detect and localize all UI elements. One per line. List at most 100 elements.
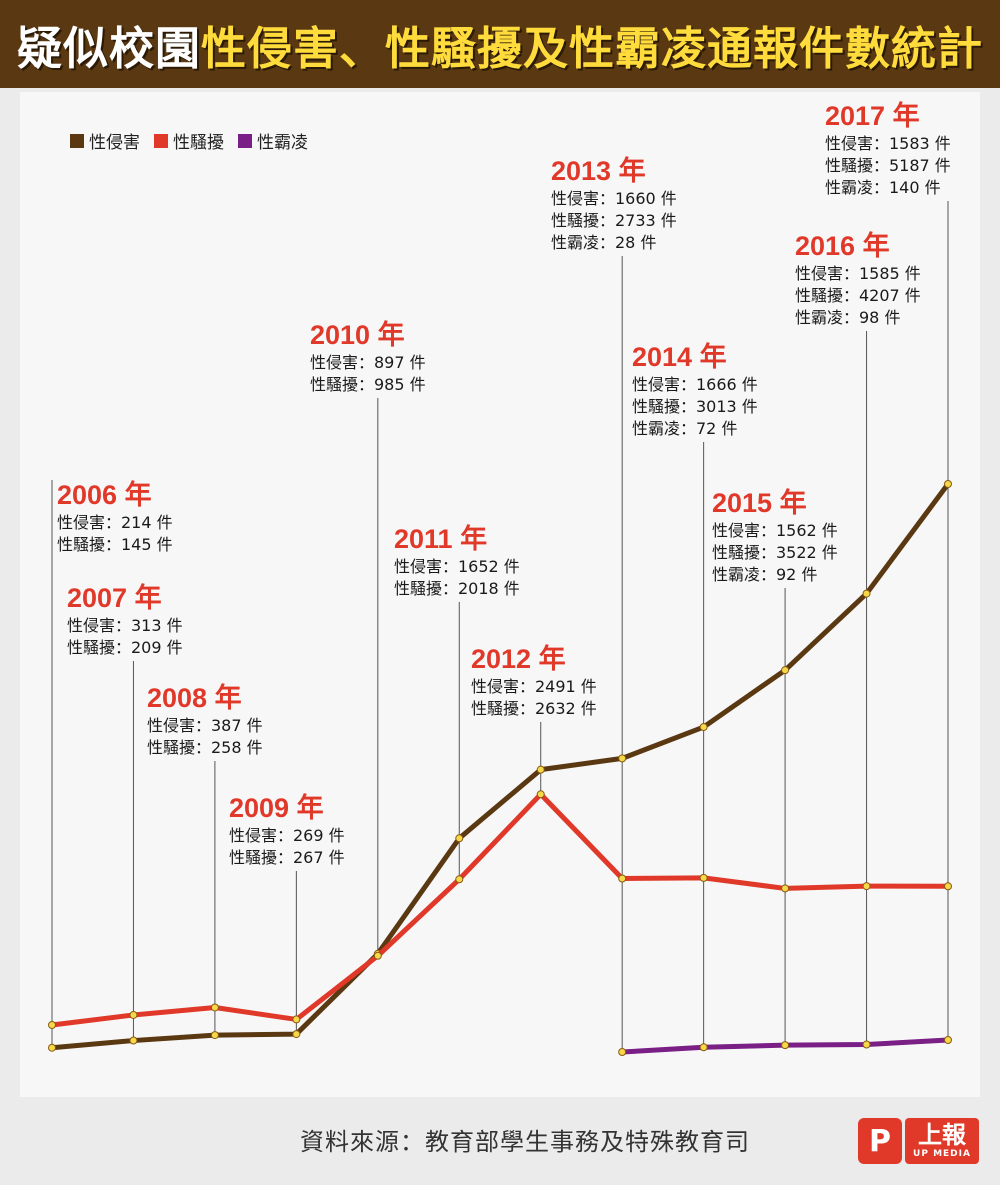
- annotation-2015: 2015 年 性侵害：1562 件 性騷擾：3522 件 性霸凌：92 件: [712, 488, 838, 586]
- legend-item-sexual-assault: 性侵害: [70, 128, 140, 153]
- data-point: [129, 1010, 138, 1019]
- data-point: [781, 1041, 790, 1050]
- annotation-year: 2007 年: [67, 583, 162, 613]
- annotation-row: 性騷擾：3013 件: [632, 397, 758, 416]
- annotation-row: 性侵害：1583 件: [825, 134, 951, 153]
- data-point: [455, 875, 464, 884]
- data-point: [210, 1031, 219, 1040]
- annotation-row: 性侵害：1585 件: [795, 264, 921, 283]
- annotation-row: 性霸凌：92 件: [712, 565, 818, 584]
- legend-label: 性侵害: [89, 133, 140, 153]
- data-point: [292, 1015, 301, 1024]
- annotation-row: 性騷擾：267 件: [229, 848, 345, 867]
- annotation-2008: 2008 年 性侵害：387 件 性騷擾：258 件: [147, 683, 263, 759]
- annotation-row: 性騷擾：145 件: [57, 535, 173, 554]
- data-point: [862, 589, 871, 598]
- annotation-row: 性侵害：2491 件: [471, 677, 597, 696]
- data-point: [618, 1048, 627, 1056]
- annotation-2006: 2006 年 性侵害：214 件 性騷擾：145 件: [57, 480, 173, 556]
- annotation-year: 2013 年: [551, 156, 646, 186]
- logo-text: 上報 UP MEDIA: [905, 1118, 979, 1164]
- annotation-row: 性騷擾：2018 件: [394, 579, 520, 598]
- annotation-row: 性侵害：214 件: [57, 513, 173, 532]
- annotation-2013: 2013 年 性侵害：1660 件 性騷擾：2733 件 性霸凌：28 件: [551, 156, 677, 254]
- legend-item-sexual-harassment: 性騷擾: [154, 128, 224, 153]
- legend-swatch: [154, 133, 168, 148]
- series-line: [51, 791, 949, 1028]
- data-point: [618, 754, 627, 763]
- data-point: [944, 1036, 952, 1044]
- annotation-row: 性騷擾：209 件: [67, 638, 183, 657]
- annotation-year: 2015 年: [712, 488, 807, 518]
- data-point: [48, 1043, 56, 1052]
- annotation-year: 2006 年: [57, 480, 152, 510]
- data-point: [699, 873, 708, 882]
- annotation-row: 性騷擾：2733 件: [551, 211, 677, 230]
- annotation-2016: 2016 年 性侵害：1585 件 性騷擾：4207 件 性霸凌：98 件: [795, 231, 921, 329]
- annotation-row: 性霸凌：140 件: [825, 178, 941, 197]
- annotation-2010: 2010 年 性侵害：897 件 性騷擾：985 件: [310, 320, 426, 396]
- annotation-row: 性騷擾：5187 件: [825, 156, 951, 175]
- data-point: [944, 882, 952, 891]
- annotation-year: 2009 年: [229, 793, 324, 823]
- logo-main-text: 上報: [918, 1121, 966, 1149]
- annotation-row: 性侵害：1666 件: [632, 375, 758, 394]
- data-point: [292, 1030, 301, 1039]
- chart-title-part2: 性侵害、性騷擾及性霸凌通報件數統計: [201, 21, 984, 75]
- up-media-logo: P 上報 UP MEDIA: [858, 1115, 980, 1167]
- annotation-row: 性侵害：269 件: [229, 826, 345, 845]
- legend-swatch: [70, 133, 84, 148]
- data-point: [781, 884, 790, 893]
- annotation-row: 性侵害：1652 件: [394, 557, 520, 576]
- legend: 性侵害 性騷擾 性霸凌: [70, 128, 308, 153]
- data-point: [48, 1021, 56, 1030]
- data-point: [862, 1040, 871, 1049]
- data-point: [699, 1043, 708, 1052]
- annotation-year: 2016 年: [795, 231, 890, 261]
- annotation-row: 性霸凌：98 件: [795, 308, 901, 327]
- source-note: 資料來源：教育部學生事務及特殊教育司: [300, 1128, 750, 1156]
- logo-sub-text: UP MEDIA: [913, 1149, 971, 1159]
- legend-swatch: [238, 133, 252, 148]
- data-point: [618, 874, 627, 883]
- annotation-row: 性侵害：897 件: [310, 353, 426, 372]
- title-bar: 疑似校園 性侵害、性騷擾及性霸凌通報件數統計: [0, 0, 1000, 88]
- data-point: [944, 480, 952, 488]
- annotation-2014: 2014 年 性侵害：1666 件 性騷擾：3013 件 性霸凌：72 件: [632, 342, 758, 440]
- annotation-row: 性騷擾：258 件: [147, 738, 263, 757]
- annotation-row: 性騷擾：4207 件: [795, 286, 921, 305]
- annotation-row: 性騷擾：2632 件: [471, 699, 597, 718]
- chart-panel: [20, 92, 980, 1097]
- data-point: [699, 723, 708, 732]
- data-point: [781, 666, 790, 675]
- annotation-2017: 2017 年 性侵害：1583 件 性騷擾：5187 件 性霸凌：140 件: [825, 101, 951, 199]
- annotation-year: 2011 年: [394, 524, 488, 554]
- annotation-2009: 2009 年 性侵害：269 件 性騷擾：267 件: [229, 793, 345, 869]
- annotation-row: 性侵害：1562 件: [712, 521, 838, 540]
- legend-item-sexual-bullying: 性霸凌: [238, 128, 308, 153]
- annotation-row: 性侵害：387 件: [147, 716, 263, 735]
- data-point: [536, 765, 545, 774]
- annotation-row: 性騷擾：3522 件: [712, 543, 838, 562]
- data-point: [862, 882, 871, 891]
- data-point: [210, 1003, 219, 1012]
- annotation-2012: 2012 年 性侵害：2491 件 性騷擾：2632 件: [471, 644, 597, 720]
- data-point: [536, 790, 545, 799]
- annotation-year: 2014 年: [632, 342, 727, 372]
- series-line: [51, 482, 951, 1051]
- annotation-year: 2008 年: [147, 683, 242, 713]
- annotation-2007: 2007 年 性侵害：313 件 性騷擾：209 件: [67, 583, 183, 659]
- logo-mark-icon: P: [858, 1118, 902, 1164]
- data-point: [455, 834, 464, 843]
- legend-label: 性騷擾: [173, 133, 224, 153]
- annotation-row: 性霸凌：28 件: [551, 233, 657, 252]
- annotation-row: 性侵害：1660 件: [551, 189, 677, 208]
- annotation-row: 性騷擾：985 件: [310, 375, 426, 394]
- chart-title-part1: 疑似校園: [16, 21, 201, 75]
- annotation-row: 性霸凌：72 件: [632, 419, 738, 438]
- data-point: [373, 951, 382, 960]
- annotation-2011: 2011 年 性侵害：1652 件 性騷擾：2018 件: [394, 524, 520, 600]
- legend-label: 性霸凌: [257, 133, 308, 153]
- annotation-row: 性侵害：313 件: [67, 616, 183, 635]
